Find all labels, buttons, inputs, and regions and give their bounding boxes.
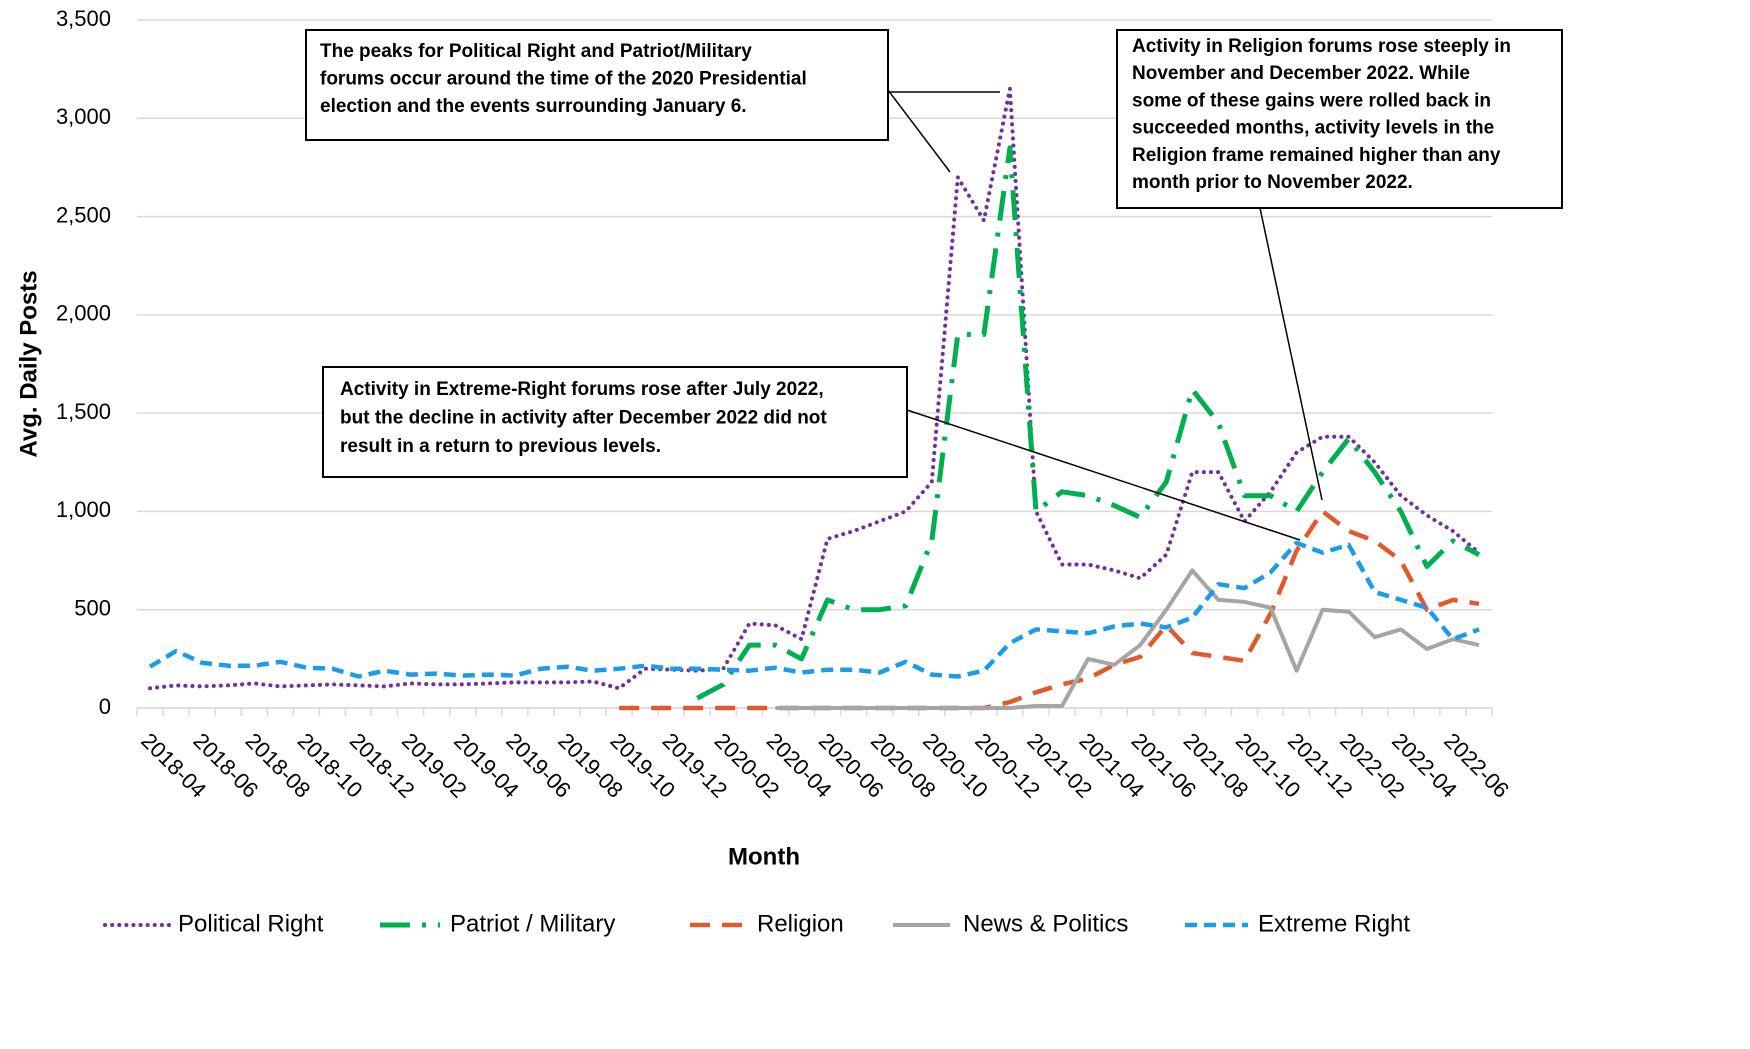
series-line — [148, 86, 1481, 691]
y-tick-label: 3,500 — [56, 6, 111, 31]
series-line — [619, 509, 1480, 711]
annotation-text: November and December 2022. While — [1132, 63, 1470, 84]
y-axis-label: Avg. Daily Posts — [15, 270, 42, 457]
annotation-connector — [906, 409, 1301, 541]
annotation-box — [1116, 29, 1563, 209]
x-axis-label: Month — [728, 843, 800, 870]
annotation-text: but the decline in activity after Decemb… — [340, 408, 827, 429]
series-line — [775, 568, 1480, 710]
annotation-text: succeeded months, activity levels in the — [1132, 118, 1494, 139]
annotation-text: Religion frame remained higher than any — [1132, 145, 1501, 166]
y-tick-label: 2,000 — [56, 301, 111, 326]
annotation-connector — [887, 89, 951, 173]
annotation-text: Activity in Religion forums rose steeply… — [1132, 36, 1511, 57]
annotation-text: result in a return to previous levels. — [340, 436, 661, 457]
legend-label: Political Right — [178, 910, 324, 937]
series-line — [148, 540, 1480, 679]
legend-label: Extreme Right — [1258, 910, 1410, 937]
legend-label: Religion — [757, 910, 844, 937]
y-tick-label: 1,000 — [56, 497, 111, 522]
y-tick-label: 1,500 — [56, 399, 111, 424]
y-tick-label: 500 — [74, 596, 111, 621]
legend-label: News & Politics — [963, 910, 1128, 937]
annotation-text: The peaks for Political Right and Patrio… — [320, 41, 752, 62]
annotation-text: month prior to November 2022. — [1132, 172, 1413, 193]
annotation-text: Activity in Extreme-Right forums rose af… — [340, 379, 824, 400]
y-tick-label: 3,000 — [56, 104, 111, 129]
series-line — [696, 145, 1481, 701]
annotation-text: forums occur around the time of the 2020… — [320, 69, 807, 90]
y-tick-label: 2,500 — [56, 202, 111, 227]
annotation-connector — [1259, 207, 1323, 501]
legend-label: Patriot / Military — [450, 910, 615, 937]
annotation-text: election and the events surrounding Janu… — [320, 96, 747, 117]
annotation-box — [322, 366, 908, 478]
annotation-box — [305, 29, 889, 141]
annotation-text: some of these gains were rolled back in — [1132, 90, 1491, 111]
y-tick-label: 0 — [99, 694, 111, 719]
